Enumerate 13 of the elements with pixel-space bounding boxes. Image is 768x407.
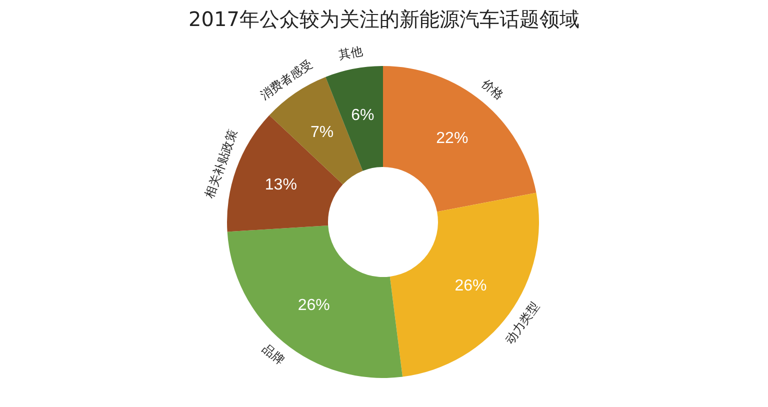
data-label: 6% bbox=[351, 106, 374, 124]
chart-title: 2017年公众较为关注的新能源汽车话题领域 bbox=[188, 7, 580, 31]
slice-label: 相关补贴政策 bbox=[202, 127, 240, 200]
slice-label: 消费者感受 bbox=[258, 57, 316, 102]
data-label: 22% bbox=[436, 130, 468, 147]
data-label: 7% bbox=[310, 124, 334, 141]
data-label: 26% bbox=[454, 277, 487, 294]
slice-label: 动力类型 bbox=[502, 300, 542, 347]
data-label: 13% bbox=[264, 176, 297, 194]
slice-label: 其他 bbox=[338, 44, 364, 62]
slice-label: 品牌 bbox=[260, 341, 288, 368]
data-label: 26% bbox=[298, 297, 330, 314]
slice-label: 价格 bbox=[478, 76, 506, 103]
